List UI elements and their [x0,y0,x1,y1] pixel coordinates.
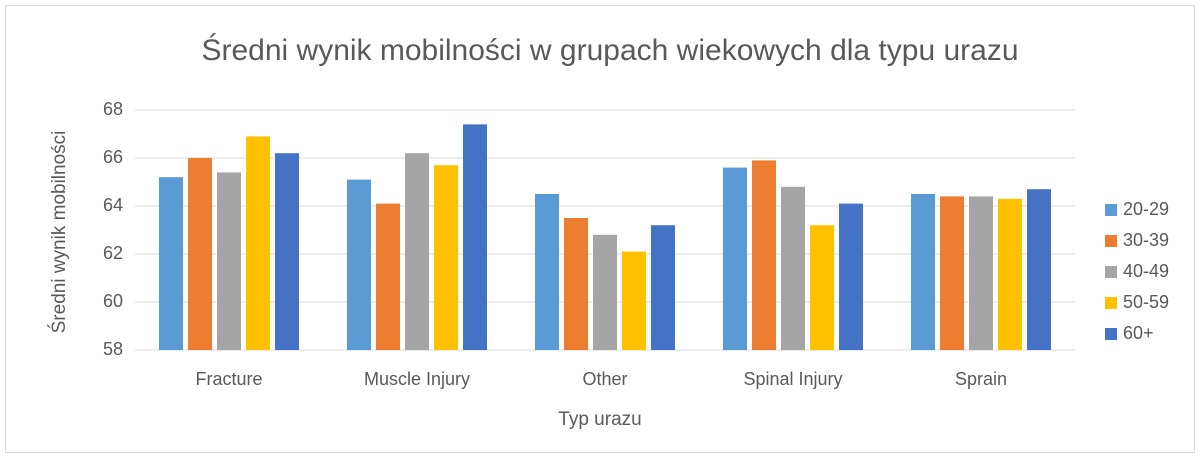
y-tick-label: 60 [103,291,123,311]
bar [217,172,241,350]
y-axis-label: Średni wynik mobilności [48,131,70,334]
bar [246,136,270,350]
bar [839,203,863,350]
bar [810,225,834,350]
y-tick-label: 64 [103,195,123,215]
bar [434,165,458,350]
y-tick-label: 62 [103,243,123,263]
bar [376,203,400,350]
bar [593,234,617,350]
legend-swatch [1105,297,1117,309]
bar [188,158,212,350]
bar [651,225,675,350]
bar [752,160,776,350]
bar [564,218,588,350]
bar [781,186,805,350]
bar [535,194,559,350]
chart-title: Średni wynik mobilności w grupach wiekow… [201,33,1018,67]
x-tick-label: Muscle Injury [364,369,470,389]
x-tick-label: Sprain [955,369,1007,389]
x-axis-label: Typ urazu [558,409,641,430]
bar [463,124,487,351]
x-tick-label: Fracture [195,369,262,389]
bar [275,153,299,350]
bar [159,177,183,350]
bar [1027,189,1051,350]
bar [347,179,371,350]
legend-label: 60+ [1123,323,1154,343]
bar [940,196,964,350]
bar [405,153,429,350]
legend-swatch [1105,235,1117,247]
bar [969,196,993,350]
legend-swatch [1105,328,1117,340]
y-tick-label: 68 [103,99,123,119]
x-tick-label: Other [582,369,627,389]
legend-label: 40-49 [1123,261,1169,281]
y-tick-label: 66 [103,147,123,167]
bar [723,167,747,350]
legend-swatch [1105,204,1117,216]
legend-label: 30-39 [1123,230,1169,250]
x-tick-label: Spinal Injury [743,369,842,389]
bar [622,251,646,350]
bar [998,198,1022,350]
legend-label: 50-59 [1123,292,1169,312]
legend-label: 20-29 [1123,199,1169,219]
legend-swatch [1105,266,1117,278]
bar [911,194,935,350]
y-tick-label: 58 [103,339,123,359]
